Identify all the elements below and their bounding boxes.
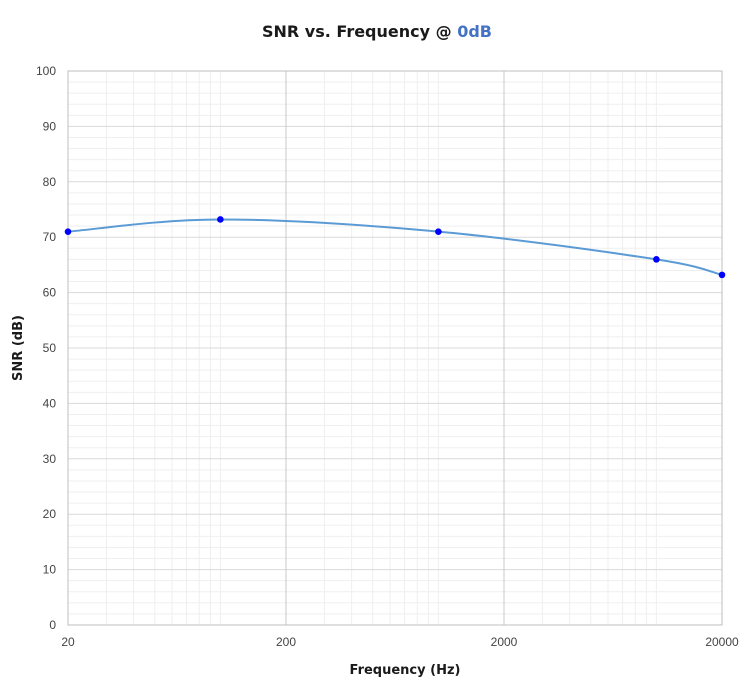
chart-title: SNR vs. Frequency @ 0dB xyxy=(0,22,754,41)
data-point xyxy=(435,228,442,235)
chart-title-text: SNR vs. Frequency @ xyxy=(262,22,458,41)
x-tick-label: 20000 xyxy=(705,635,739,649)
y-tick-label: 0 xyxy=(49,618,56,632)
y-tick-label: 30 xyxy=(43,452,57,466)
y-tick-label: 80 xyxy=(43,175,57,189)
y-tick-label: 60 xyxy=(43,286,57,300)
axes xyxy=(67,70,723,626)
x-tick-label: 2000 xyxy=(491,635,518,649)
x-tick-label: 200 xyxy=(276,635,296,649)
y-tick-label: 90 xyxy=(43,119,57,133)
x-axis-title: Frequency (Hz) xyxy=(350,663,461,678)
plot-area-border xyxy=(67,70,723,626)
series-line xyxy=(67,218,723,276)
y-tick-label: 20 xyxy=(43,507,57,521)
grid xyxy=(67,70,723,626)
chart-title-highlight: 0dB xyxy=(457,22,492,41)
data-point xyxy=(64,228,72,235)
y-tick-label: 40 xyxy=(43,396,57,410)
y-axis-title: SNR (dB) xyxy=(11,315,26,381)
y-tick-label: 100 xyxy=(36,64,56,78)
y-tick-label: 50 xyxy=(43,341,57,355)
data-point xyxy=(217,216,224,223)
tick-labels: 0 10 20 30 40 50 60 70 80 90 100 20 200 2000 20000 xyxy=(36,64,739,649)
data-point xyxy=(653,256,660,263)
y-tick-label: 70 xyxy=(43,230,57,244)
x-tick-label: 20 xyxy=(61,635,75,649)
data-point xyxy=(718,271,726,279)
series xyxy=(64,216,726,279)
y-tick-label: 10 xyxy=(43,563,57,577)
